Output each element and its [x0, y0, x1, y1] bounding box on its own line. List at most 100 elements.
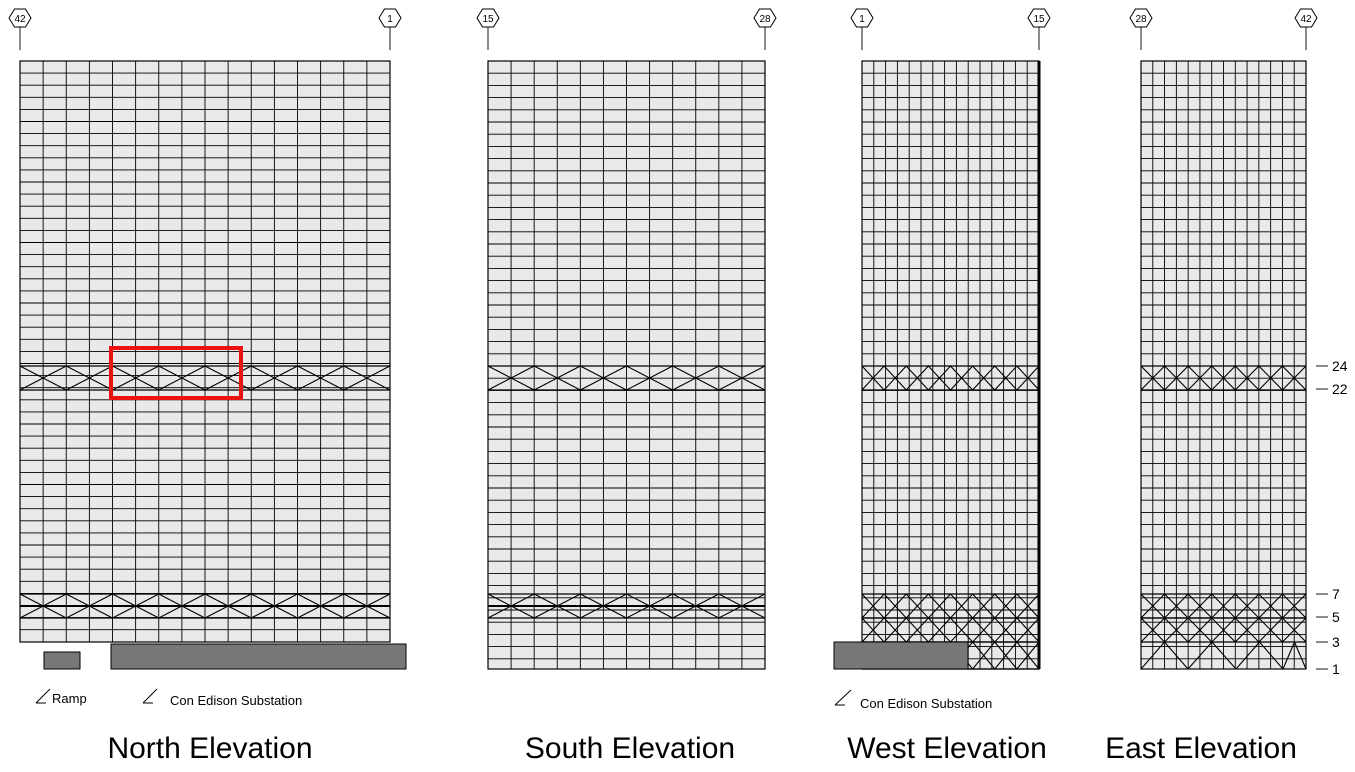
gridline-marker: 42 [8, 8, 32, 50]
gridline-number: 42 [1300, 14, 1312, 25]
west-brace [972, 593, 996, 619]
east-brace [1164, 593, 1189, 619]
west-con-edison-substation [833, 641, 969, 670]
ramp-leader [35, 688, 51, 704]
hexagon-icon [8, 8, 32, 28]
north-elevation [19, 60, 407, 670]
north-ramp [43, 651, 81, 670]
floor-level-label: 22 [1332, 381, 1348, 397]
gridline-marker: 15 [476, 8, 500, 50]
floor-level-labels: 24 22 7 5 3 1 [1316, 358, 1348, 677]
east-brace [1258, 617, 1283, 643]
west-brace [950, 593, 974, 619]
gridline-number: 1 [387, 14, 393, 25]
floor-level-label: 3 [1332, 634, 1340, 650]
north-con-edison-substation [110, 643, 407, 670]
west-brace [994, 641, 1018, 670]
west-brace [1016, 593, 1040, 619]
east-brace [1140, 365, 1165, 391]
west-brace [972, 365, 996, 391]
east-base-brace [1187, 641, 1213, 670]
hexagon-icon [1027, 8, 1051, 28]
hexagon-icon [1294, 8, 1318, 28]
east-brace [1140, 617, 1165, 643]
west-substation-label: Con Edison Substation [860, 696, 992, 711]
north-brace [158, 365, 206, 391]
west-brace [883, 593, 907, 619]
west-brace [883, 617, 907, 643]
west-brace [950, 617, 974, 643]
east-brace [1282, 365, 1307, 391]
north-brace [250, 365, 298, 391]
west-substation-leader [834, 689, 852, 706]
east-brace [1211, 365, 1236, 391]
north-brace [297, 365, 345, 391]
east-brace [1258, 593, 1283, 619]
east-elevation [1140, 60, 1307, 670]
east-brace [1282, 593, 1307, 619]
west-brace [905, 365, 929, 391]
hexagon-icon [378, 8, 402, 28]
east-base-brace [1293, 641, 1307, 670]
hexagon-icon [850, 8, 874, 28]
west-brace [1016, 641, 1040, 670]
east-brace [1234, 593, 1260, 619]
east-brace [1282, 617, 1307, 643]
east-brace [1234, 365, 1260, 391]
hexagon-icon [1129, 8, 1153, 28]
north-belt-truss-bracing [19, 365, 391, 619]
gridline-marker: 15 [1027, 8, 1051, 50]
gridline-number: 42 [14, 14, 26, 25]
gridline-marker: 1 [850, 8, 874, 50]
south-belt-truss-bracing [487, 365, 766, 619]
south-elevation-title: South Elevation [524, 732, 736, 765]
hexagon-icon [753, 8, 777, 28]
north-brace [112, 365, 160, 391]
east-brace [1258, 365, 1283, 391]
gridline-number: 1 [859, 14, 865, 25]
west-brace [905, 617, 929, 643]
west-brace [927, 365, 951, 391]
north-brace [204, 365, 252, 391]
gridline-number: 15 [482, 14, 494, 25]
west-brace [950, 365, 974, 391]
east-brace [1234, 617, 1260, 643]
floor-level-label: 5 [1332, 609, 1340, 625]
east-base-brace [1211, 641, 1237, 670]
north-brace [65, 365, 113, 391]
west-brace [927, 593, 951, 619]
gridline-marker: 42 [1294, 8, 1318, 50]
south-brace [718, 365, 766, 391]
west-brace [972, 641, 996, 670]
floor-level-label: 24 [1332, 358, 1348, 374]
south-facade-grid [488, 61, 765, 669]
east-base-brace [1140, 641, 1165, 670]
ramp-label: Ramp [52, 691, 87, 706]
north-substation-label: Con Edison Substation [170, 693, 302, 708]
west-brace [927, 617, 951, 643]
annotation-leaders: Ramp Con Edison Substation Con Edison Su… [35, 688, 992, 711]
west-brace [994, 365, 1018, 391]
north-elevation-title: North Elevation [107, 732, 313, 765]
east-brace [1187, 617, 1213, 643]
east-brace [1211, 593, 1236, 619]
west-brace [861, 365, 885, 391]
gridline-marker: 1 [378, 8, 402, 50]
east-brace [1211, 617, 1236, 643]
north-brace [343, 365, 391, 391]
west-facade [861, 60, 1040, 670]
north-highlight-box [109, 346, 243, 400]
east-brace [1187, 593, 1213, 619]
east-base-brace [1235, 641, 1260, 670]
east-brace [1187, 365, 1213, 391]
south-elevation [487, 60, 766, 670]
south-brace [580, 365, 627, 391]
east-bracing [1140, 365, 1307, 670]
west-brace [994, 593, 1018, 619]
north-brace [19, 365, 67, 391]
south-brace [533, 365, 581, 391]
west-elevation-title: West Elevation [847, 732, 1047, 765]
gridline-number: 28 [759, 14, 771, 25]
floor-level-label: 7 [1332, 586, 1340, 602]
gridline-marker: 28 [1129, 8, 1153, 50]
